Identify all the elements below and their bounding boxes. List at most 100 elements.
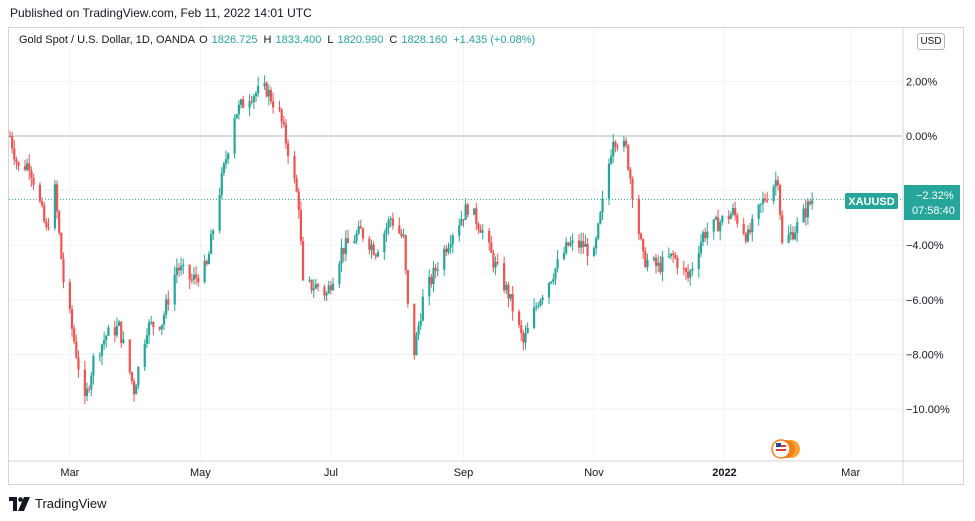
candle-up [252,94,255,110]
candle-down [278,100,281,113]
candle-down [445,244,448,256]
candle-body [791,232,795,240]
candle-down [676,255,679,275]
candle-body [173,274,176,305]
symbol-legend[interactable]: Gold Spot / U.S. Dollar, 1D, OANDA O 1826… [19,34,537,46]
candle-body [218,194,221,231]
candle-body [481,230,484,233]
candle-body [667,256,670,258]
candle-body [30,170,33,178]
candle-down [286,139,290,164]
candle-up [706,222,709,246]
candle-up [107,324,110,337]
candle-down [346,229,350,244]
candle-body [774,180,777,187]
candle-up [774,171,777,196]
tradingview-logo-icon [9,496,30,511]
candle-body [697,253,700,269]
candle-down [434,264,437,279]
candle-body [686,271,690,278]
candle-up [192,267,196,285]
candle-up [387,216,390,235]
candle-down [8,130,12,138]
us-flag-icon[interactable] [771,439,800,459]
candle-down [40,197,44,208]
candle-body [672,253,675,255]
candle-body [284,124,288,144]
candle-down [507,281,510,308]
open-label: O [199,34,208,46]
candle-up [207,250,211,265]
price-badge[interactable]: XAUUSD −2.32% 07:58:40 [845,185,960,220]
candle-body [503,263,506,291]
candle-body [177,267,181,271]
candle-body [421,296,424,321]
candle-down [804,199,807,226]
candle-body [661,256,664,273]
candle-body [701,232,705,243]
candle-up [789,224,792,241]
candle-up [137,366,140,390]
symbol-title: Gold Spot / U.S. Dollar, 1D, OANDA [19,34,196,46]
candle-down [466,202,469,218]
x-tick-label: Jul [324,467,338,479]
candle-body [389,218,392,220]
candle-body [314,284,317,289]
candle-body [466,204,469,215]
candle-down [205,259,208,267]
candle-body [117,321,121,326]
candle-down [38,182,42,204]
candle-body [562,252,566,260]
tradingview-brand-text: TradingView [35,496,107,511]
candle-body [787,234,790,243]
tradingview-brand[interactable]: TradingView [9,496,107,511]
candle-up [160,324,163,335]
candle-body [736,215,739,224]
price-badge-value: −2.32% [916,190,954,202]
candle-body [312,288,315,291]
candle-body [565,242,568,253]
candle-down [518,309,521,329]
candle-up [599,211,602,225]
candle-body [55,184,59,212]
candle-down [167,290,170,311]
candle-body [580,241,583,248]
price-badge-countdown: 07:58:40 [912,205,955,217]
candle-down [736,212,739,228]
candle-body [582,241,585,247]
candle-body [432,267,435,284]
candle-down [374,253,377,260]
candle-body [205,260,208,265]
candle-down [659,255,662,275]
candle-down [616,143,619,151]
candle-body [11,136,14,149]
candle-body [387,219,390,228]
candle-body [460,219,463,226]
currency-button[interactable]: USD [917,33,945,50]
candle-down [391,212,394,230]
candle-down [627,144,630,172]
candle-up [233,114,236,159]
candle-up [584,234,587,247]
candle-body [137,366,140,386]
candle-body [282,121,285,125]
candle-up [100,343,104,366]
candle-down [132,378,136,402]
candle-body [152,321,155,328]
candle-up [509,293,512,302]
candle-up [150,315,153,325]
candle-down [398,217,401,235]
candle-body [77,357,80,370]
candle-body [428,276,431,297]
candle-body [265,82,268,97]
candle-body [257,85,260,94]
candle-up [370,239,373,259]
candle-body [804,208,807,218]
candle-down [88,385,91,393]
candle-body [17,162,20,167]
candle-down [639,231,643,241]
candle-body [806,201,809,218]
candle-body [524,333,527,343]
candle-body [539,300,542,306]
